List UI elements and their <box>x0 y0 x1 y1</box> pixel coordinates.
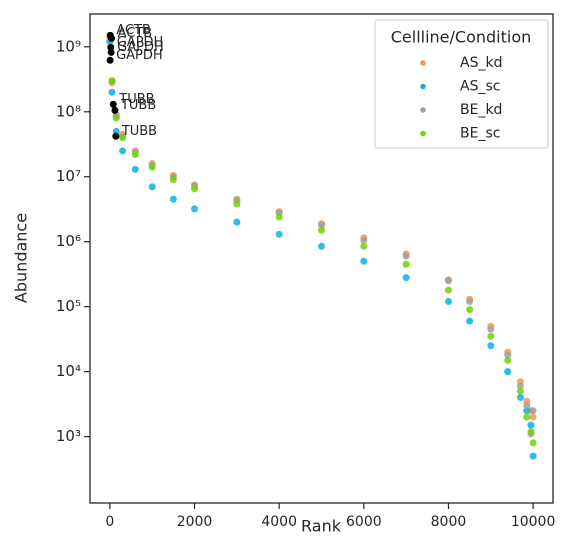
x-axis-label: Rank <box>301 517 342 536</box>
legend-title: Cellline/Condition <box>391 28 532 47</box>
point <box>318 226 325 234</box>
annotation-label: GAPDH <box>117 40 164 55</box>
point <box>466 298 474 306</box>
point <box>504 368 512 376</box>
point <box>487 325 495 333</box>
x-tick-label: 2000 <box>177 514 213 530</box>
point <box>466 306 474 314</box>
point <box>523 402 531 410</box>
y-tick-label: 10³ <box>56 427 81 445</box>
y-tick-label: 10⁹ <box>56 37 81 55</box>
point <box>360 257 368 265</box>
annotation-label: GAPDH <box>116 48 163 63</box>
x-tick-label: 0 <box>105 514 114 530</box>
point <box>318 221 325 229</box>
annotation-label: ACTB <box>118 26 153 41</box>
legend-label: AS_kd <box>460 55 502 71</box>
point <box>402 274 410 282</box>
point <box>516 387 524 395</box>
point <box>516 382 524 390</box>
point <box>148 183 156 191</box>
y-tick-label: 10⁶ <box>56 232 81 250</box>
y-tick-label: 10⁷ <box>56 167 81 185</box>
legend-marker <box>420 130 426 137</box>
x-tick-label: 6000 <box>346 514 382 530</box>
point <box>523 407 531 415</box>
point <box>169 176 177 184</box>
point <box>131 150 139 158</box>
point <box>516 393 524 401</box>
plot-frame <box>89 13 554 504</box>
annotation-label: TUBB <box>121 124 157 139</box>
y-tick-label: 10⁸ <box>56 102 81 120</box>
point <box>360 242 368 250</box>
point <box>444 277 452 285</box>
point <box>527 427 535 435</box>
annotation-point <box>111 106 119 114</box>
x-tick-label: 10000 <box>511 514 556 530</box>
annotation-label: TUBB <box>120 98 156 113</box>
point <box>112 114 120 122</box>
point <box>466 317 474 325</box>
legend-label: BE_kd <box>460 102 502 118</box>
annotation-point <box>107 43 115 51</box>
plot-area <box>106 31 537 460</box>
annotation-label: TUBB <box>118 92 154 107</box>
annotation-point <box>108 34 116 42</box>
point <box>529 439 537 447</box>
legend-box <box>374 19 549 149</box>
annotation-point <box>106 56 114 64</box>
point <box>444 298 452 306</box>
point <box>275 230 283 238</box>
point <box>233 200 241 208</box>
point <box>108 77 116 85</box>
point <box>487 332 495 340</box>
point <box>529 413 537 421</box>
y-tick-label: 10⁵ <box>56 297 81 315</box>
point <box>504 356 512 364</box>
annotation-label: ACTB <box>116 23 151 38</box>
legend-label: BE_sc <box>460 126 500 142</box>
annotation-point <box>112 132 120 140</box>
point <box>169 195 177 203</box>
point <box>119 134 127 142</box>
point <box>529 452 537 460</box>
legend-marker <box>420 83 426 90</box>
point <box>191 185 199 193</box>
legend-marker <box>420 60 426 66</box>
y-tick-label: 10⁴ <box>56 362 81 380</box>
point <box>119 147 127 155</box>
annotation-label: GAPDH <box>117 35 164 50</box>
point <box>504 351 512 359</box>
legend-label: AS_sc <box>460 79 500 95</box>
point <box>529 407 537 415</box>
point <box>275 213 283 221</box>
point <box>527 421 535 429</box>
point <box>444 286 452 294</box>
point <box>360 236 368 244</box>
point <box>318 242 325 250</box>
y-axis-label: Abundance <box>12 213 31 303</box>
point <box>131 165 139 173</box>
point <box>148 163 156 171</box>
point <box>233 218 241 226</box>
point <box>191 205 199 213</box>
point <box>108 88 116 96</box>
x-tick-label: 8000 <box>431 514 467 530</box>
point <box>487 342 495 350</box>
annotation-point <box>109 100 117 108</box>
legend-marker <box>420 107 426 113</box>
x-tick-label: 4000 <box>261 514 297 530</box>
point <box>523 413 531 421</box>
annotation-point <box>107 48 115 56</box>
point <box>402 252 410 260</box>
point <box>402 260 410 268</box>
